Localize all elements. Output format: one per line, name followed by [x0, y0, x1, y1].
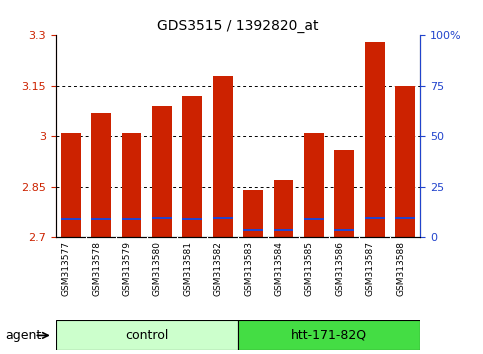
Text: GSM313586: GSM313586 [335, 241, 344, 296]
Text: control: control [125, 329, 169, 342]
Bar [238, 320, 420, 350]
Bar [304, 218, 324, 220]
Text: GSM313577: GSM313577 [62, 241, 71, 296]
Bar [61, 218, 81, 219]
Bar [334, 150, 354, 237]
Bar [122, 218, 142, 220]
Title: GDS3515 / 1392820_at: GDS3515 / 1392820_at [157, 19, 319, 33]
Bar [365, 42, 384, 237]
Bar [183, 218, 202, 219]
Text: GSM313584: GSM313584 [274, 241, 284, 296]
Bar [183, 96, 202, 237]
Text: htt-171-82Q: htt-171-82Q [291, 329, 367, 342]
Bar [213, 217, 232, 218]
Bar [365, 217, 384, 218]
Text: GSM313579: GSM313579 [123, 241, 131, 296]
Text: GSM313587: GSM313587 [366, 241, 375, 296]
Bar [273, 229, 293, 230]
Text: GSM313578: GSM313578 [92, 241, 101, 296]
Bar [91, 218, 111, 219]
Bar [122, 133, 142, 237]
Bar [61, 133, 81, 237]
Bar [152, 217, 172, 219]
Bar [395, 217, 415, 218]
Text: GSM313585: GSM313585 [305, 241, 314, 296]
Bar [273, 180, 293, 237]
Bar [395, 86, 415, 237]
Bar [213, 76, 232, 237]
Text: GSM313580: GSM313580 [153, 241, 162, 296]
Text: GSM313582: GSM313582 [213, 241, 223, 296]
Text: GSM313583: GSM313583 [244, 241, 253, 296]
Text: GSM313588: GSM313588 [396, 241, 405, 296]
Bar [152, 106, 172, 237]
Text: agent: agent [5, 329, 41, 342]
Bar [243, 229, 263, 230]
Bar [56, 320, 238, 350]
Bar [334, 229, 354, 230]
Bar [91, 113, 111, 237]
Bar [304, 133, 324, 237]
Bar [243, 190, 263, 237]
Text: GSM313581: GSM313581 [183, 241, 192, 296]
